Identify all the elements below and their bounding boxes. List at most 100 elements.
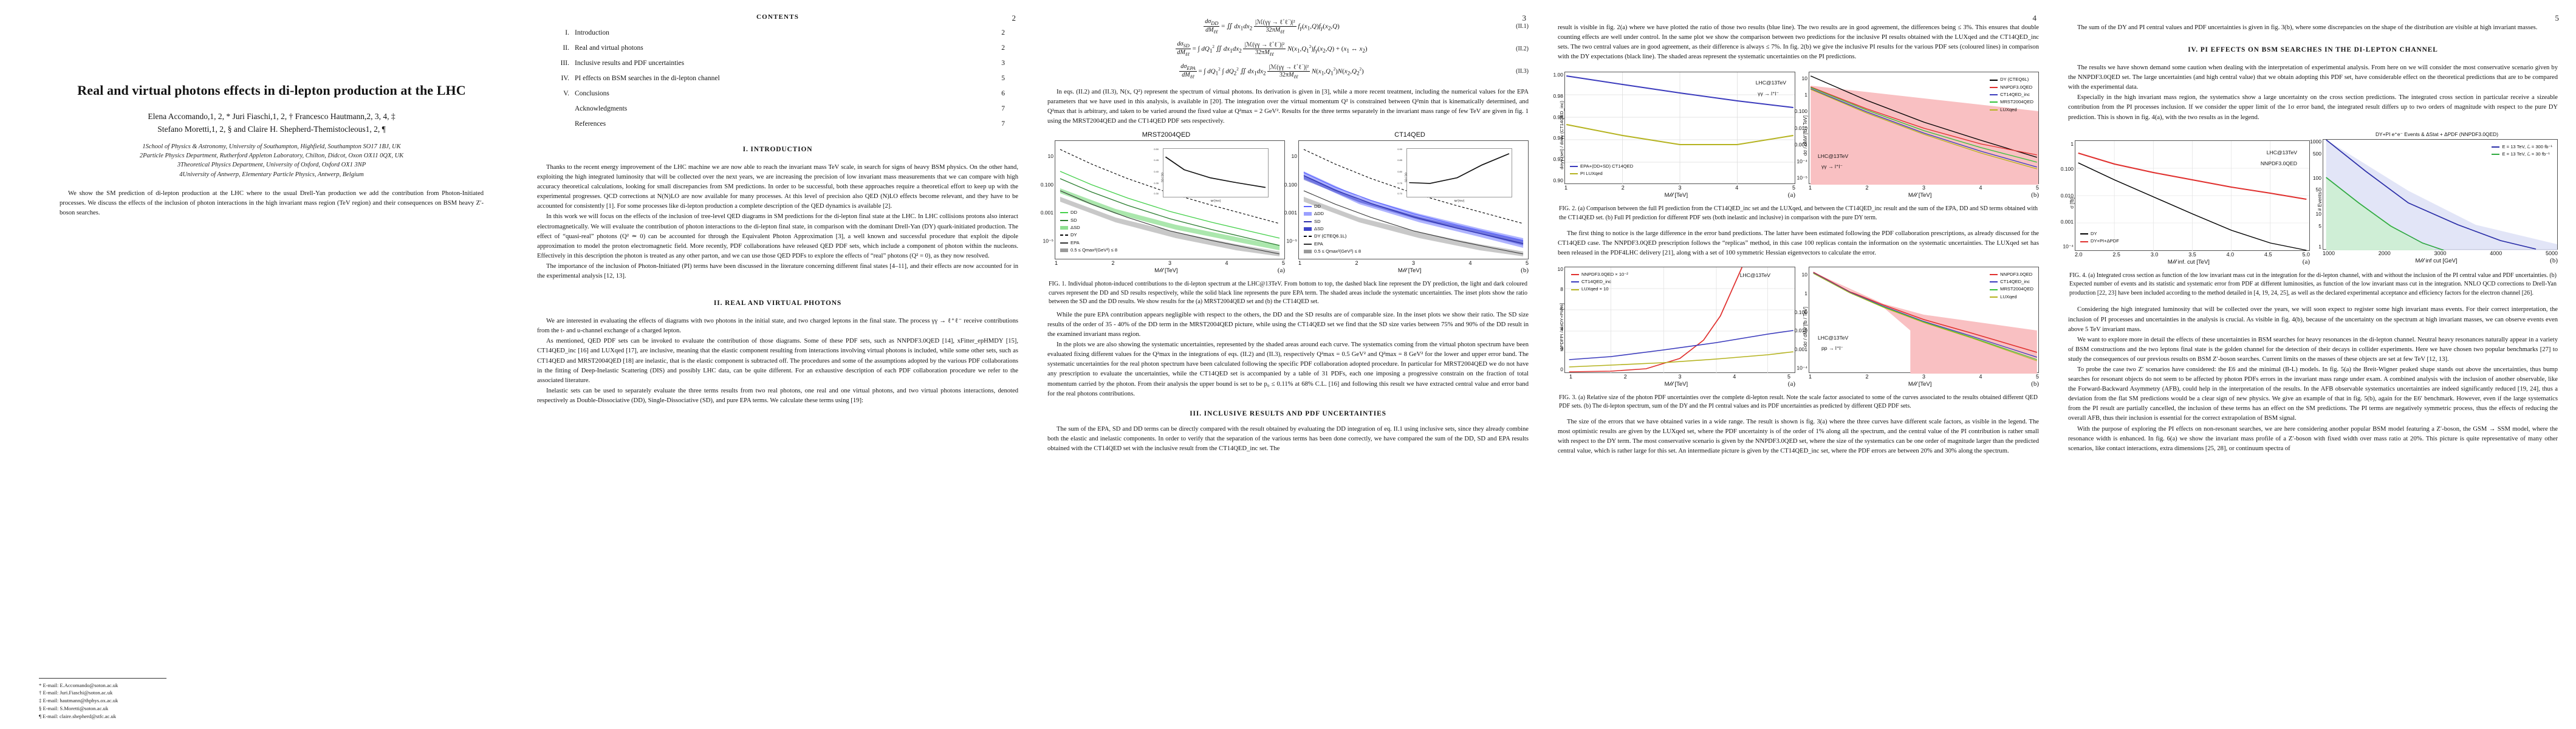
legend-label: DY (1070, 232, 1077, 238)
equation-block: dσDD dMℓℓ = ∬ dx1dx2 |ℳ(γγ → ℓ+ℓ−)|² 32πMℓ… (1047, 18, 1529, 80)
plot-curves (1565, 267, 1795, 374)
toc-item[interactable]: Acknowledgments 7 (550, 105, 1005, 112)
p5-paragraph-1: The sum of the DY and PI central values … (2077, 24, 2538, 31)
footnote: ‡ E-mail: hautmann@thphys.ox.ac.uk (39, 697, 118, 704)
legend-label: LUXqed × 10 (1581, 286, 1609, 292)
y-tick: 10 (2315, 211, 2321, 217)
legend-label: DY (CTEQ6L) (2000, 77, 2029, 83)
author-line-1: Elena Accomando,1, 2, * Juri Fiaschi,1, … (148, 112, 396, 121)
y-tick: 0.010 (1794, 125, 1807, 131)
x-ticks: 1 2 3 4 5 (1564, 185, 1795, 191)
toc-page: 3 (1001, 60, 1005, 67)
plot-frame: 1 0.100 0.010 0.001 10⁻⁴ (2061, 140, 2310, 252)
y-tick: 0.100 (2060, 166, 2074, 173)
equation-II-1: dσDD dMℓℓ = ∬ dx1dx2 |ℳ(γγ → ℓ+ℓ−)|² 32πMℓ… (1204, 18, 1529, 35)
x-tick: 5 (1525, 260, 1529, 267)
legend-label: E = 13 TeV, ℒ = 300 fb⁻¹ (2502, 143, 2552, 149)
inset-y-label: SD / DD (1404, 173, 1408, 183)
x-tick: 1 (1569, 373, 1573, 380)
y-axis-label: σ [fb] (2069, 197, 2075, 208)
toc-label: Real and virtual photons (575, 44, 643, 52)
footnote-block: * E-mail: E.Accomando@soton.ac.uk † E-ma… (39, 677, 294, 720)
legend-label: DY (2091, 231, 2097, 237)
plot-annotation: NNPDF3.0QED (2260, 160, 2297, 166)
legend-label: SD (1314, 218, 1321, 224)
x-tick: 1000 (2323, 250, 2335, 256)
plot-annotation: LHC@13TeV (1818, 334, 1849, 341)
x-tick: 5 (2035, 373, 2039, 380)
x-tick: 4.5 (2264, 251, 2272, 258)
figure-4-caption: FIG. 4. (a) Integrated cross section as … (2069, 272, 2557, 296)
plot-legend: NNPDF3.0QED × 10⁻² CT14QED_inc LUXqed × … (1571, 271, 1628, 293)
x-tick: 1 (1055, 260, 1058, 267)
y-tick: 0.100 (1794, 108, 1807, 115)
toc-item[interactable]: II. Real and virtual photons 2 (550, 44, 1005, 52)
x-tick: 1 (1564, 185, 1568, 191)
equation-II-2: dσSD dMℓℓ = ∫ dQ12 ∬ dx1dx2 |ℳ(γγ → ℓ+ℓ−)… (1176, 40, 1529, 58)
x-tick: 3 (1678, 373, 1682, 380)
equation-tag: (II.3) (1516, 68, 1529, 75)
x-tick: 2 (1623, 373, 1627, 380)
figure-3: ΔPDFPI / dσDY+PI [%] 10 8 6 4 2 0 (1558, 266, 2039, 411)
legend-label: E = 13 TeV, ℒ = 30 fb⁻¹ (2502, 151, 2550, 157)
y-tick: 10⁻⁵ (1043, 238, 1053, 244)
plot-title: MRST2004QED (1142, 131, 1191, 139)
inset-y-tick: 0.30 (1154, 192, 1159, 196)
figure-2-panel-b: dσ / dM𝓁𝓁 [fb / TeV] 10 1 0.100 0.010 0.… (1795, 72, 2039, 199)
sec3-paragraph-1: The sum of the EPA, SD and DD terms can … (1047, 425, 1529, 452)
plot-annotation: pp → l⁺l⁻ (1821, 344, 1843, 351)
equation-II-3: dσEPA dMℓℓ = ∫ dQ12 ∫ dQ22 ∬ dx1dx2 |ℳ(γγ… (1179, 63, 1529, 80)
plot-legend: EPA+(DD+SD) CT14QED PI LUXqed (1570, 163, 1633, 178)
legend-label: CT14QED_inc (2000, 91, 2030, 97)
y-tick: 0.96 (1553, 114, 1563, 120)
toc-label: Acknowledgments (575, 105, 628, 112)
x-axis-label: M𝓁𝓁 [TeV] (1664, 380, 1688, 388)
x-ticks: 1 2 3 4 5 (1298, 260, 1529, 266)
toc-item[interactable]: I. Introduction 2 (550, 29, 1005, 36)
after-fig1-paragraph-2: In the plots we are also showing the sys… (1047, 341, 1529, 397)
y-tick: 10⁻⁴ (1797, 158, 1807, 165)
toc-item[interactable]: IV. PI effects on BSM searches in the di… (550, 75, 1005, 82)
y-tick: 0.001 (1040, 210, 1053, 216)
legend-label: NNPDF3.0QED (2000, 271, 2033, 277)
affiliations: 1School of Physics & Astronomy, Universi… (39, 142, 504, 179)
legend-label: NNPDF3.0QED (2000, 84, 2033, 90)
x-ticks: 2.0 2.5 3.0 3.5 4.0 4.5 5.0 (2075, 252, 2310, 258)
y-tick: 0.001 (1284, 210, 1297, 216)
x-tick: 4.0 (2226, 251, 2235, 258)
toc-item[interactable]: V. Conclusions 6 (550, 90, 1005, 97)
plot-annotation: γγ → l⁺l⁻ (1821, 163, 1843, 170)
p5-paragraph-3: Especially in the high invariant mass re… (2068, 94, 2558, 121)
toc-item[interactable]: References 7 (550, 120, 1005, 128)
y-tick: 6 (1560, 306, 1563, 313)
x-tick: 1 (1809, 185, 1812, 191)
legend-label: CT14QED_inc (1581, 279, 1611, 285)
plot-frame: 10 1 0.100 0.010 0.001 10⁻⁴ (1795, 266, 2039, 374)
x-axis-label: M𝓁𝓁 inf. cut [TeV] (2167, 258, 2210, 265)
inset-y-tick: 0.75 (1397, 181, 1402, 185)
plot-curves (1813, 272, 2038, 374)
y-tick: 2 (1560, 346, 1563, 352)
x-tick: 2 (1621, 185, 1625, 191)
y-tick: 0.001 (1794, 346, 1807, 352)
author-line-2: Stefano Moretti,1, 2, § and Claire H. Sh… (157, 124, 386, 134)
toc-page: 2 (1001, 44, 1005, 52)
legend-label: ΔSD (1070, 224, 1080, 230)
toc-item[interactable]: III. Inclusive results and PDF uncertain… (550, 60, 1005, 67)
plot-curves (2326, 139, 2557, 250)
figure-3-caption: FIG. 3. (a) Relative size of the photon … (1559, 394, 2038, 410)
x-axis-label: M𝓁𝓁 [TeV] (1154, 267, 1178, 275)
figure-4-panel-a: σ [fb] 1 0.100 0.010 0.001 10⁻⁴ (2061, 131, 2310, 265)
toc-number: II. (563, 44, 569, 52)
y-tick: 8 (1560, 286, 1563, 293)
figure-2: dσγγ (set) / dσγγ (CT14QED_inc) 1.00 0.9… (1553, 72, 2039, 222)
plot-title: DY+PI e⁺e⁻ Events & ΔStat + ΔPDF (NNPDF3… (2375, 131, 2498, 137)
inset-y-tick: 0.90 (1397, 147, 1402, 151)
legend-label: 0.5 ≤ Qmax²(GeV²) ≤ 8 (1070, 247, 1118, 253)
y-tick: 10⁻⁴ (1797, 364, 1807, 371)
y-tick: 10 (1801, 271, 1807, 278)
x-tick: 2000 (2378, 250, 2391, 256)
y-tick: 1000 (2310, 139, 2321, 145)
p5-paragraph-5: We want to explore more in detail the ef… (2068, 336, 2558, 363)
x-tick: 5 (1792, 185, 1795, 191)
